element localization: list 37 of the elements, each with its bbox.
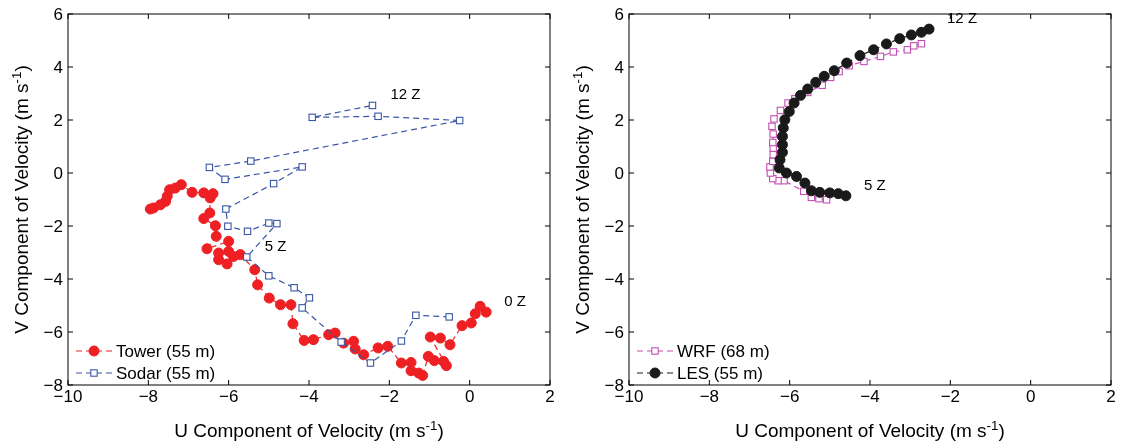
annotation: 12 Z [947, 9, 978, 27]
x-tick-label: 2 [545, 387, 555, 406]
x-axis-title: U Component of Velocity (m s$^{-1}$) [735, 417, 1005, 441]
legend-label: LES (55 m) [677, 364, 763, 383]
y-tick-label: −4 [43, 270, 63, 289]
y-tick-label: 4 [614, 58, 624, 77]
y-tick-label: 2 [614, 111, 624, 130]
x-tick-label: −4 [860, 387, 880, 406]
y-tick-label: −2 [604, 217, 624, 236]
annotation: 5 Z [264, 236, 287, 254]
y-tick-label: 2 [53, 111, 63, 130]
legend-label: Tower (55 m) [116, 342, 216, 361]
y-tick-label: 0 [614, 164, 624, 183]
y-tick-label: −6 [604, 323, 624, 342]
y-tick-label: −6 [43, 323, 63, 342]
legend-label: Sodar (55 m) [116, 364, 216, 383]
x-tick-label: −2 [940, 387, 961, 406]
x-tick-label: −8 [138, 387, 159, 406]
annotation: 12 Z [390, 85, 421, 103]
y-tick-label: 6 [53, 5, 63, 24]
annotation: 5 Z [863, 175, 886, 193]
annotation: 0 Z [504, 292, 526, 310]
x-tick-label: 0 [464, 387, 475, 406]
x-tick-label: −8 [699, 387, 720, 406]
y-tick-label: 0 [53, 164, 63, 183]
legend-label: WRF (68 m) [677, 342, 770, 361]
y-tick-label: −2 [43, 217, 63, 236]
x-tick-label: 0 [1025, 387, 1036, 406]
x-tick-label: −4 [299, 387, 319, 406]
y-tick-label: −4 [604, 270, 624, 289]
y-tick-label: 6 [614, 5, 624, 24]
x-tick-label: −6 [779, 387, 800, 406]
x-axis-title: U Component of Velocity (m s$^{-1}$) [174, 417, 444, 441]
x-tick-label: −2 [379, 387, 400, 406]
y-tick-label: 4 [53, 58, 63, 77]
x-tick-label: 2 [1106, 387, 1116, 406]
x-tick-label: −6 [218, 387, 239, 406]
